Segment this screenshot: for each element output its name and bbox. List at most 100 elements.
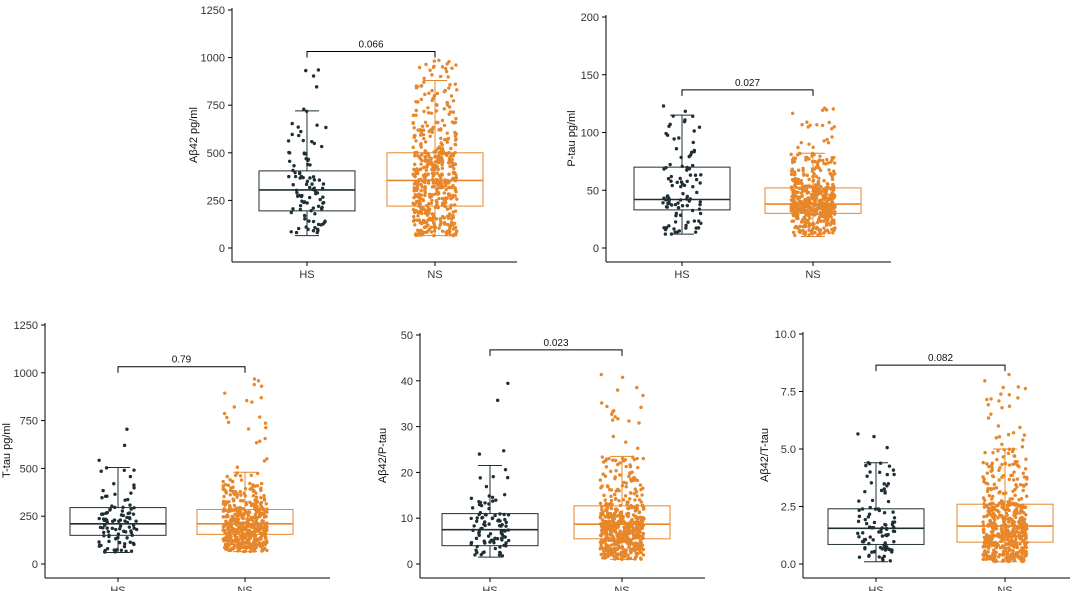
data-point	[995, 457, 999, 462]
data-point	[290, 132, 294, 137]
data-point	[611, 529, 615, 533]
y-tick-label: 750	[20, 416, 38, 428]
data-point	[1007, 447, 1012, 451]
data-point	[306, 227, 310, 232]
data-point	[110, 504, 114, 508]
data-point	[607, 548, 611, 552]
data-point	[699, 173, 703, 177]
data-point	[236, 549, 240, 553]
data-point	[238, 490, 242, 494]
data-point	[1022, 433, 1027, 437]
data-point	[598, 501, 603, 506]
data-point	[306, 158, 310, 163]
data-point	[793, 233, 797, 238]
y-tick-label: 5.0	[781, 444, 796, 456]
data-point	[605, 484, 610, 488]
data-point	[315, 230, 319, 235]
data-point	[1010, 555, 1015, 559]
data-point	[882, 487, 886, 491]
data-point	[603, 548, 608, 552]
data-point	[440, 229, 445, 233]
data-point	[678, 198, 683, 202]
data-point	[414, 84, 419, 88]
data-point	[430, 73, 434, 77]
data-point	[122, 443, 127, 448]
data-point	[626, 500, 630, 505]
data-point	[892, 539, 896, 544]
data-point	[816, 227, 820, 231]
data-point	[424, 168, 429, 172]
data-point	[825, 157, 829, 162]
data-point	[447, 86, 451, 90]
data-point	[419, 145, 423, 149]
data-point	[259, 481, 264, 486]
data-point	[800, 182, 804, 186]
data-point	[228, 543, 232, 547]
data-point	[870, 526, 874, 530]
data-point	[246, 524, 250, 528]
data-point	[997, 478, 1001, 482]
data-point	[262, 493, 266, 498]
data-point	[132, 506, 136, 510]
data-point	[287, 174, 291, 179]
data-point	[1012, 513, 1016, 517]
data-point	[866, 515, 871, 519]
data-point	[435, 103, 439, 107]
data-point	[988, 518, 992, 523]
data-point	[229, 535, 233, 539]
data-point	[884, 523, 888, 527]
data-point	[426, 178, 431, 183]
data-point	[877, 508, 882, 513]
data-point	[506, 381, 510, 386]
y-tick-label: 10.0	[775, 329, 796, 341]
data-point	[790, 219, 794, 223]
data-point	[1016, 503, 1020, 508]
data-point	[808, 206, 812, 210]
data-point	[1021, 523, 1025, 528]
data-point	[450, 160, 455, 165]
data-point	[226, 527, 230, 531]
data-point	[828, 193, 832, 197]
data-point	[239, 510, 243, 515]
data-point	[825, 181, 830, 186]
data-point	[986, 513, 990, 517]
data-point	[634, 554, 639, 559]
box-rect	[827, 508, 925, 545]
data-point	[826, 161, 830, 165]
data-point	[315, 123, 319, 127]
data-point	[447, 112, 451, 116]
data-point	[487, 506, 491, 511]
data-point	[305, 201, 309, 205]
data-point	[475, 544, 479, 549]
data-point	[423, 185, 427, 189]
data-point	[882, 543, 886, 548]
data-point	[692, 129, 696, 133]
data-point	[863, 517, 867, 522]
data-point	[471, 528, 475, 533]
data-point	[1023, 554, 1027, 558]
data-point	[435, 187, 439, 191]
data-point	[447, 172, 451, 176]
data-point	[879, 488, 884, 493]
data-point	[627, 474, 631, 479]
data-point	[639, 405, 643, 410]
data-point	[795, 210, 799, 215]
data-point	[114, 527, 118, 532]
data-point	[324, 125, 328, 130]
data-point	[991, 501, 995, 506]
data-point	[102, 534, 106, 538]
data-point	[427, 129, 431, 134]
data-point	[413, 232, 418, 237]
data-point	[671, 114, 675, 118]
data-point	[496, 519, 500, 523]
x-tick-label: NS	[237, 585, 252, 591]
data-point	[261, 547, 266, 552]
data-point	[438, 74, 443, 79]
data-point	[248, 481, 252, 486]
data-point	[433, 160, 437, 164]
x-tick-label: NS	[614, 585, 629, 591]
data-point	[445, 151, 449, 156]
data-point	[291, 168, 295, 173]
data-point	[432, 229, 437, 233]
data-point	[638, 483, 643, 487]
